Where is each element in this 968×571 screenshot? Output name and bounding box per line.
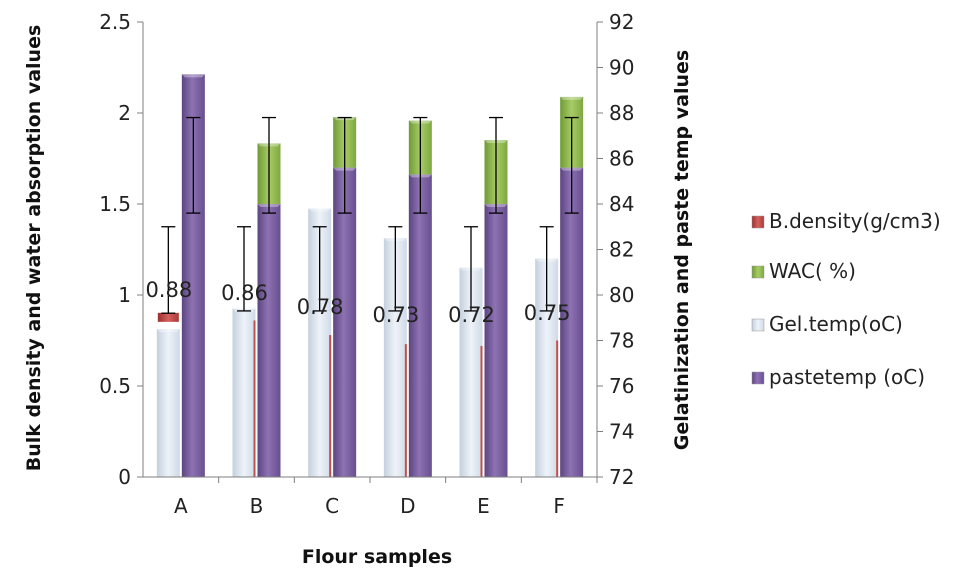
legend-swatch [751, 371, 765, 385]
left-tick-label: 0 [118, 465, 131, 489]
bar-paste-temp [333, 167, 357, 477]
bar-bulk-density [157, 312, 179, 322]
axes-layer [142, 22, 598, 478]
right-tick-label: 78 [609, 329, 634, 353]
right-tick-label: 84 [609, 192, 634, 216]
bar-paste-temp [484, 204, 508, 477]
data-label: 0.78 [297, 295, 344, 319]
bar-paste-temp [408, 174, 432, 478]
legend-label: WAC( %) [769, 259, 856, 283]
x-tick-label: F [553, 494, 565, 518]
right-tick-label: 72 [609, 465, 634, 489]
bar-paste-temp-cap [181, 74, 205, 78]
legend-swatch [751, 215, 765, 229]
bar-wac-cap [560, 96, 584, 100]
bar-gel-temp-cap [308, 208, 332, 212]
left-tick-label: 1 [118, 283, 131, 307]
left-tick-label: 1.5 [99, 192, 131, 216]
x-tick-label: D [400, 494, 415, 518]
bar-bulk-density [556, 340, 559, 477]
right-tick-label: 82 [609, 238, 634, 262]
data-label: 0.88 [145, 278, 192, 302]
right-y-axis-title: Gelatinization and paste temp values [671, 50, 693, 450]
left-tick-label: 2 [118, 101, 131, 125]
bar-gel-temp [459, 267, 483, 477]
bar-gel-temp [383, 238, 407, 477]
right-tick-label: 86 [609, 147, 634, 171]
bar-bulk-density [404, 344, 407, 477]
data-labels-layer: 0.88 0.86 0.78 0.73 0.72 0.75 [145, 278, 570, 327]
legend-swatch [751, 318, 765, 332]
legend-label: B.density(g/cm3) [769, 209, 941, 233]
bar-paste-temp [181, 74, 205, 477]
data-label: 0.75 [524, 301, 571, 325]
legend-label: pastetemp (oC) [769, 365, 925, 389]
right-tick-label: 92 [609, 10, 634, 34]
legend-swatch [751, 265, 765, 279]
right-tick-label: 88 [609, 101, 634, 125]
x-tick-label: B [250, 494, 264, 518]
left-tick-label: 2.5 [99, 10, 131, 34]
x-tick-label: C [325, 494, 339, 518]
data-label: 0.73 [372, 303, 419, 327]
bar-bulk-density [480, 345, 483, 477]
x-tick-label: A [174, 494, 188, 518]
left-y-axis-title: Bulk density and water absorption values [23, 25, 45, 472]
left-tick-label: 0.5 [99, 374, 131, 398]
data-label: 0.86 [221, 281, 268, 305]
data-label: 0.72 [448, 303, 495, 327]
legend-label: Gel.temp(oC) [769, 312, 903, 336]
bar-gel-temp [156, 329, 180, 477]
x-axis-title: Flour samples [302, 546, 452, 568]
right-tick-label: 74 [609, 420, 634, 444]
error-bars-layer [161, 116, 579, 314]
x-tick-label: E [477, 494, 490, 518]
bar-gel-temp [232, 308, 256, 477]
bar-bulk-density [329, 335, 332, 477]
bar-bulk-density [253, 320, 256, 477]
bars-layer [156, 74, 584, 478]
bar-paste-temp [560, 167, 584, 477]
right-tick-label: 90 [609, 56, 634, 80]
bar-gel-temp-cap [156, 329, 180, 333]
bar-gel-temp [535, 258, 559, 477]
bar-paste-temp [257, 204, 281, 477]
right-tick-label: 80 [609, 283, 634, 307]
bar-gel-temp [308, 208, 332, 478]
left-axis-ticks: 0 0.5 1 1.5 2 2.5 [99, 10, 143, 489]
right-tick-label: 76 [609, 374, 634, 398]
right-axis-ticks: 72 74 76 78 80 82 84 86 88 90 92 [597, 10, 634, 489]
legend: B.density(g/cm3) WAC( %) Gel.temp(oC) paste… [751, 209, 941, 389]
x-axis-ticks: A B C D E F [174, 477, 598, 518]
